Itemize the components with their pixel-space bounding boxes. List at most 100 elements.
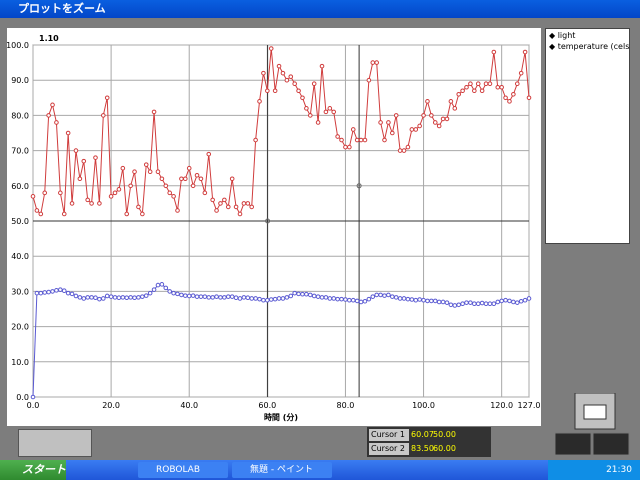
controls[interactable]	[18, 429, 92, 457]
task-button[interactable]: ROBOLAB	[138, 462, 228, 478]
data-point	[319, 295, 325, 300]
task-button[interactable]: 無題 - ペイント	[232, 462, 332, 478]
data-point	[425, 298, 430, 304]
data-point	[323, 295, 329, 300]
data-point	[272, 88, 278, 94]
chart: 0.0 10.0 20.0 30.0 40.0 50.0 60.0 70.0 80.0 90.0 1…	[6, 34, 540, 422]
cursor-row[interactable]: Cursor 2 83.50 60.00	[369, 443, 489, 455]
data-point	[374, 60, 379, 65]
data-point	[331, 109, 337, 115]
taskbar: スタート ROBOLAB 無題 - ペイント 21:30	[0, 460, 640, 480]
data-point	[304, 106, 309, 111]
printer-icon	[583, 404, 607, 420]
data-point	[140, 211, 145, 217]
data-point	[483, 81, 489, 87]
data-point	[397, 148, 403, 153]
data-point	[432, 298, 438, 304]
data-point	[163, 183, 169, 189]
data-point	[499, 84, 504, 90]
data-point	[245, 201, 251, 206]
data-point	[241, 295, 247, 300]
data-point	[464, 84, 469, 90]
data-point	[222, 295, 227, 300]
data-point	[429, 113, 434, 118]
data-point	[468, 81, 473, 87]
data-point	[132, 295, 137, 301]
data-point	[370, 294, 376, 299]
buttons	[555, 393, 630, 455]
data-point	[456, 302, 462, 308]
data-point	[284, 295, 290, 300]
y-tick-label: 90.0	[11, 76, 29, 85]
data-point	[198, 294, 204, 299]
data-point	[475, 81, 481, 87]
data-point	[456, 91, 462, 97]
data-point	[151, 109, 157, 115]
data-point	[73, 293, 79, 299]
data-point	[292, 290, 297, 296]
data-point	[495, 84, 501, 90]
data-point	[307, 113, 313, 118]
data-point	[382, 137, 387, 143]
data-point	[514, 300, 520, 305]
data-point	[190, 183, 196, 189]
data-point	[288, 293, 294, 299]
data-point	[276, 296, 282, 301]
x-tick-label: 40.0	[180, 401, 198, 410]
data-point	[518, 298, 524, 304]
back-button[interactable]	[555, 432, 592, 455]
data-point	[358, 137, 364, 143]
y-tick-label: 70.0	[11, 147, 29, 156]
data-point	[311, 293, 317, 299]
x-tick-label: 20.0	[102, 401, 120, 410]
data-point	[268, 46, 274, 51]
cursor-name: Cursor 2	[369, 443, 409, 455]
data-point	[97, 296, 102, 302]
data-point	[487, 301, 493, 307]
data-point	[386, 292, 391, 298]
data-point	[366, 77, 372, 83]
data-point	[54, 288, 59, 293]
x-tick-label: 80.0	[337, 401, 355, 410]
data-point	[132, 169, 137, 175]
data-point	[229, 176, 235, 182]
data-point	[514, 81, 520, 87]
data-point	[253, 137, 258, 143]
data-point	[261, 70, 266, 76]
data-point	[183, 293, 188, 298]
cursor-name: Cursor 1	[369, 429, 409, 441]
data-point	[112, 295, 118, 300]
data-point	[222, 197, 227, 203]
data-point	[257, 296, 262, 302]
data-point	[304, 291, 309, 297]
data-point	[241, 201, 247, 206]
help-button[interactable]	[592, 432, 630, 455]
data-point	[179, 176, 184, 182]
data-point	[100, 296, 106, 301]
start-button[interactable]: スタート	[0, 460, 66, 480]
cursor-row[interactable]: Cursor 1 60.07 50.00	[369, 429, 489, 441]
data-point	[175, 291, 180, 297]
data-point	[429, 298, 434, 304]
data-point	[421, 113, 426, 118]
data-point	[522, 49, 528, 55]
data-point	[475, 301, 481, 307]
data-point	[417, 297, 422, 302]
data-point	[409, 127, 415, 132]
data-point	[327, 106, 333, 111]
data-point	[378, 292, 383, 298]
data-point	[136, 204, 141, 210]
data-point	[202, 190, 208, 196]
data-point	[448, 302, 454, 308]
data-point	[343, 297, 348, 302]
data-point	[393, 295, 399, 300]
data-point	[108, 294, 114, 299]
data-point	[233, 295, 239, 301]
data-point	[245, 295, 251, 301]
data-point	[503, 297, 508, 303]
data-point	[268, 297, 274, 302]
data-point	[143, 162, 149, 167]
data-point	[526, 296, 532, 301]
data-point	[347, 297, 352, 303]
cursor-point	[356, 183, 362, 189]
